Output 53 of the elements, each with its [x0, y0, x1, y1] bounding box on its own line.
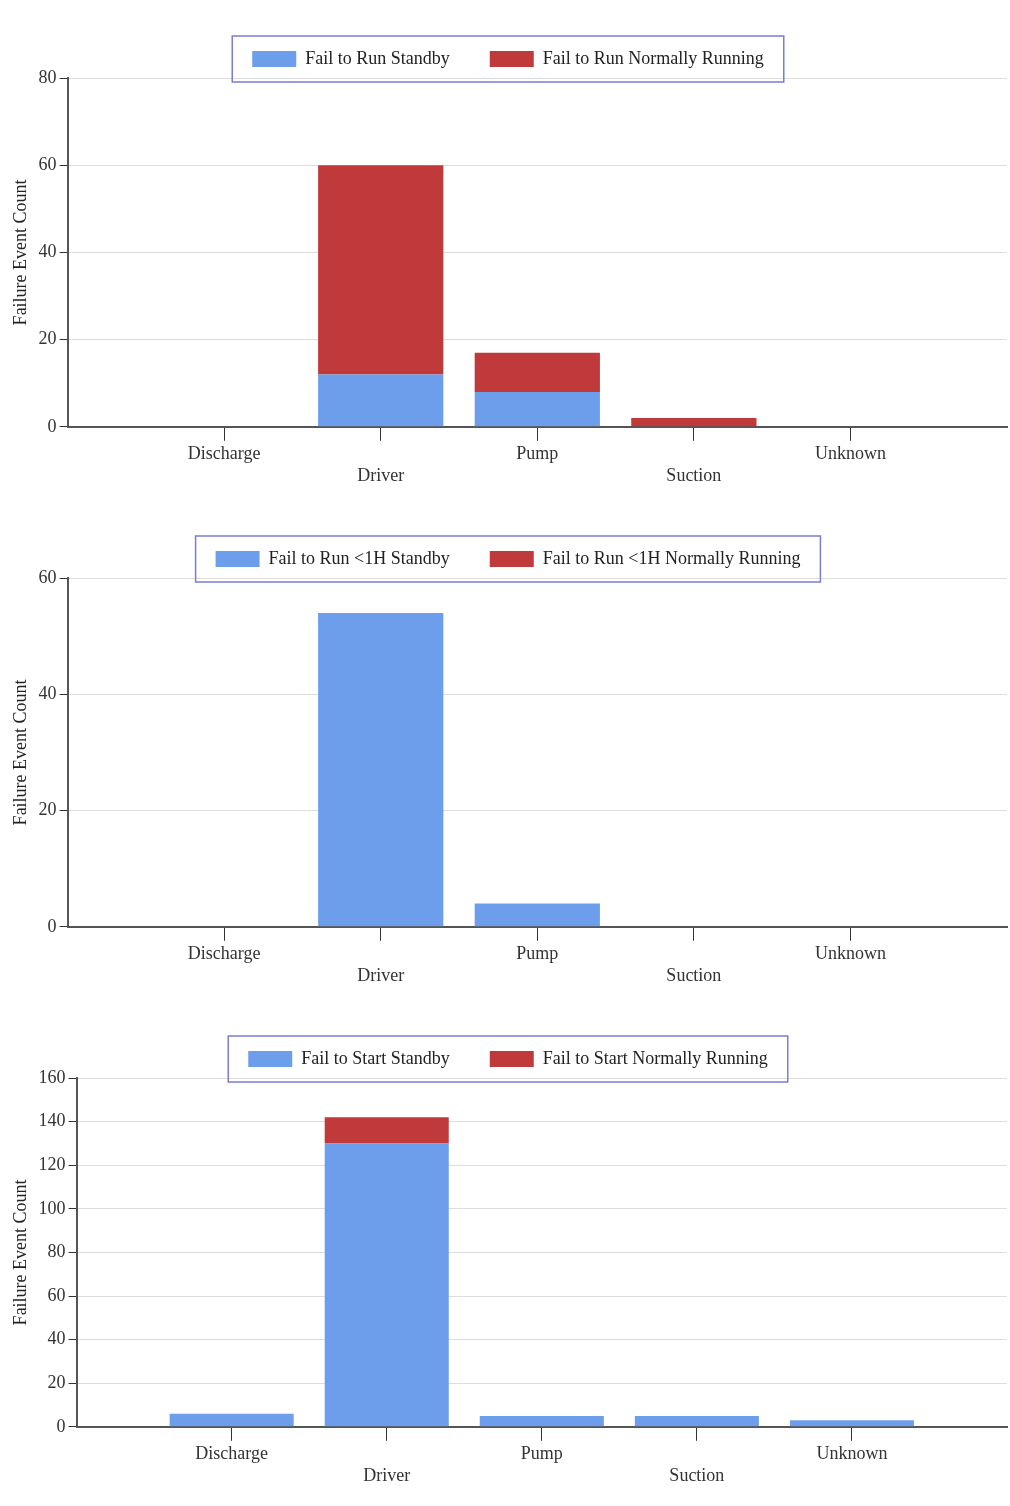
x-tick-label: Unknown	[816, 1443, 888, 1464]
bar	[318, 374, 444, 427]
legend-label: Fail to Run Standby	[305, 47, 450, 68]
bar	[789, 1420, 914, 1427]
legend-label: Fail to Run <1H Standby	[268, 547, 450, 568]
y-tick-label: 100	[38, 1197, 66, 1218]
y-tick-label: 60	[47, 1284, 66, 1305]
bar	[324, 1117, 449, 1144]
x-tick-label: Suction	[669, 1464, 725, 1485]
y-tick-label: 0	[56, 1415, 66, 1436]
x-tick-label: Driver	[363, 1464, 411, 1485]
x-tick-label: Unknown	[814, 443, 886, 464]
x-tick-label: Discharge	[187, 943, 261, 964]
bar	[318, 165, 444, 375]
y-tick-label: 60	[38, 153, 57, 174]
y-tick-label: 0	[47, 415, 57, 436]
y-tick-label: 140	[38, 1110, 66, 1131]
bar	[169, 1413, 294, 1427]
x-tick-label: Discharge	[195, 1443, 268, 1464]
bar	[474, 352, 600, 392]
x-tick-label: Suction	[666, 964, 722, 985]
x-tick-label: Pump	[520, 1443, 563, 1464]
bar	[479, 1415, 604, 1427]
y-tick-label: 120	[38, 1153, 66, 1174]
legend-label: Fail to Start Standby	[301, 1047, 450, 1068]
x-tick-label: Unknown	[814, 943, 886, 964]
y-tick-label: 40	[47, 1328, 66, 1349]
y-tick-label: 0	[47, 915, 57, 936]
y-tick-label: 20	[47, 1371, 66, 1392]
y-tick-label: 20	[38, 328, 57, 349]
y-axis-title: Failure Event Count	[9, 1179, 30, 1326]
y-tick-label: 40	[38, 683, 57, 703]
x-tick-label: Pump	[516, 443, 559, 464]
y-axis-title: Failure Event Count	[9, 679, 30, 826]
x-tick-label: Discharge	[187, 443, 261, 464]
y-tick-label: 80	[47, 1241, 66, 1262]
y-tick-label: 80	[38, 66, 57, 87]
y-tick-label: 60	[38, 566, 57, 587]
bar	[474, 391, 600, 427]
bar	[634, 1415, 759, 1427]
bar	[631, 418, 757, 427]
y-tick-label: 40	[38, 241, 57, 262]
x-tick-label: Driver	[357, 964, 405, 985]
y-axis-title: Failure Event Count	[9, 179, 30, 326]
bar	[324, 1143, 449, 1427]
x-tick-label: Driver	[357, 464, 405, 485]
legend-label: Fail to Start Normally Running	[542, 1047, 768, 1068]
y-tick-label: 160	[38, 1066, 66, 1087]
legend-label: Fail to Run Normally Running	[542, 47, 764, 68]
x-tick-label: Suction	[666, 464, 722, 485]
x-tick-label: Pump	[516, 943, 559, 964]
legend-label: Fail to Run <1H Normally Running	[542, 547, 801, 568]
y-tick-label: 20	[38, 799, 57, 820]
